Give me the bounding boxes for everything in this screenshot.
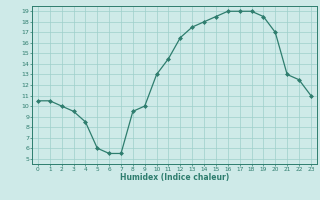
X-axis label: Humidex (Indice chaleur): Humidex (Indice chaleur) — [120, 173, 229, 182]
